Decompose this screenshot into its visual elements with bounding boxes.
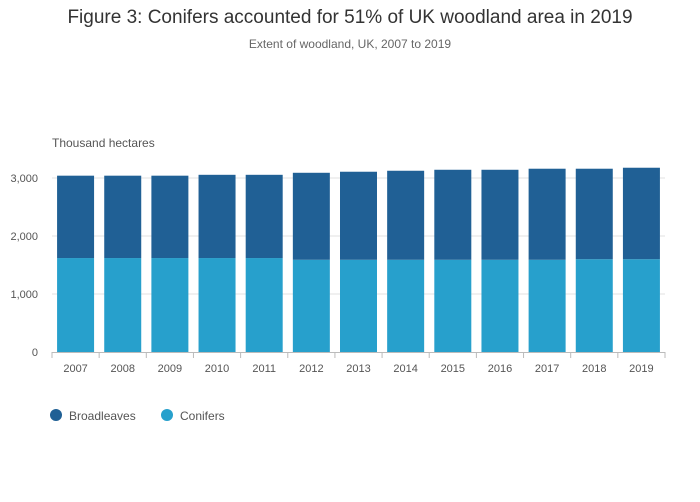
bar-conifers-2008[interactable] <box>104 258 142 352</box>
bar-conifers-2010[interactable] <box>198 258 236 352</box>
bar-broadleaves-2007[interactable] <box>57 175 95 259</box>
y-tick-label: 0 <box>32 347 38 359</box>
bar-broadleaves-2015[interactable] <box>434 169 472 260</box>
bar-broadleaves-2018[interactable] <box>575 168 613 260</box>
x-tick-label: 2012 <box>299 363 323 375</box>
x-tick-label: 2011 <box>252 363 276 375</box>
y-tick-label: 1,000 <box>10 289 38 301</box>
bar-conifers-2009[interactable] <box>151 258 189 352</box>
bar-broadleaves-2014[interactable] <box>387 170 425 260</box>
bar-conifers-2015[interactable] <box>434 259 472 352</box>
bar-conifers-2011[interactable] <box>245 258 283 352</box>
x-tick-label: 2013 <box>346 363 370 375</box>
bar-conifers-2012[interactable] <box>292 259 330 352</box>
bar-broadleaves-2011[interactable] <box>245 174 283 259</box>
bar-broadleaves-2009[interactable] <box>151 175 189 259</box>
x-tick-label: 2007 <box>63 363 87 375</box>
bar-conifers-2014[interactable] <box>387 259 425 352</box>
bar-broadleaves-2010[interactable] <box>198 174 236 259</box>
bar-conifers-2017[interactable] <box>528 259 566 352</box>
chart-title: Figure 3: Conifers accounted for 51% of … <box>67 7 633 28</box>
y-tick-label: 2,000 <box>10 231 38 243</box>
bar-broadleaves-2008[interactable] <box>104 175 142 259</box>
x-tick-label: 2014 <box>393 363 417 375</box>
x-tick-label: 2018 <box>582 363 606 375</box>
x-tick-label: 2017 <box>535 363 559 375</box>
bar-conifers-2019[interactable] <box>622 259 660 352</box>
x-tick-label: 2019 <box>629 363 653 375</box>
bar-conifers-2013[interactable] <box>340 259 377 352</box>
x-tick-label: 2008 <box>110 363 134 375</box>
x-tick-label: 2015 <box>441 363 465 375</box>
x-tick-label: 2010 <box>205 363 229 375</box>
bar-broadleaves-2013[interactable] <box>340 171 377 260</box>
y-tick-label: 3,000 <box>10 173 38 185</box>
bar-broadleaves-2012[interactable] <box>292 172 330 260</box>
legend-marker-conifers[interactable] <box>161 409 173 421</box>
bar-conifers-2007[interactable] <box>57 258 95 352</box>
bar-broadleaves-2017[interactable] <box>528 168 566 260</box>
bar-conifers-2018[interactable] <box>575 259 613 352</box>
bar-broadleaves-2016[interactable] <box>481 169 519 260</box>
legend-label-broadleaves[interactable]: Broadleaves <box>69 409 136 423</box>
legend-label-conifers[interactable]: Conifers <box>180 409 225 423</box>
x-tick-label: 2009 <box>158 363 182 375</box>
x-tick-label: 2016 <box>488 363 512 375</box>
bar-conifers-2016[interactable] <box>481 259 519 352</box>
legend-marker-broadleaves[interactable] <box>50 409 62 421</box>
chart-subtitle: Extent of woodland, UK, 2007 to 2019 <box>248 37 452 51</box>
y-axis-label: Thousand hectares <box>52 136 155 150</box>
bar-broadleaves-2019[interactable] <box>622 167 660 260</box>
